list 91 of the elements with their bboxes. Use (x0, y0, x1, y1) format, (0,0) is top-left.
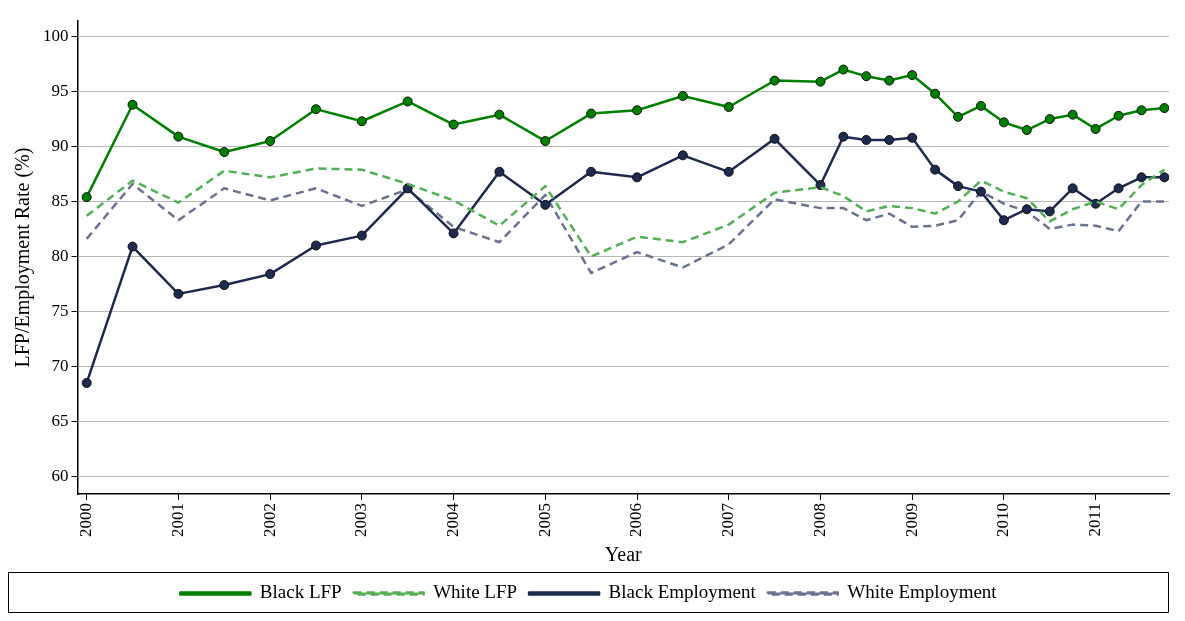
point (356, 230, 367, 241)
y-tick-label: 75 (51, 300, 69, 320)
y-tick-label: 80 (51, 245, 69, 265)
point (677, 150, 688, 161)
point (1067, 183, 1078, 194)
legend-label: Black LFP (259, 581, 342, 603)
point (448, 119, 459, 130)
legend-label: Black Employment (608, 581, 757, 603)
y-tick-label: 70 (51, 355, 69, 375)
point (219, 147, 230, 158)
point (632, 105, 643, 116)
x-tick-label: 2009 (901, 503, 921, 537)
point (265, 136, 276, 147)
y-tick-label: 65 (51, 410, 69, 430)
point (402, 183, 413, 194)
point (310, 104, 321, 115)
point (448, 228, 459, 239)
point (975, 100, 986, 111)
point (127, 99, 138, 110)
legend-label: White LFP (433, 581, 518, 603)
point (310, 240, 321, 251)
x-tick-label: 2001 (167, 503, 187, 537)
point (884, 134, 895, 145)
point (907, 132, 918, 143)
x-tick-label: 2003 (351, 503, 371, 537)
point (1067, 109, 1078, 120)
y-tick-label: 100 (43, 26, 69, 46)
point (1021, 125, 1032, 136)
point (540, 199, 551, 210)
point (884, 75, 895, 86)
point (173, 288, 184, 299)
point (907, 70, 918, 81)
point (81, 377, 92, 388)
point (1044, 206, 1055, 217)
point (975, 186, 986, 197)
x-tick-label: 2000 (76, 503, 96, 537)
point (998, 117, 1009, 128)
point (723, 166, 734, 177)
point (998, 215, 1009, 226)
x-tick-label: 2011 (1085, 503, 1105, 537)
point (1113, 183, 1124, 194)
point (838, 64, 849, 75)
point (861, 71, 872, 82)
line-series (85, 182, 1166, 275)
point (769, 75, 780, 86)
x-tick-label: 2006 (626, 503, 646, 537)
y-tick-label: 90 (51, 136, 69, 156)
point (1113, 110, 1124, 121)
x-tick-label: 2002 (259, 503, 279, 537)
legend-label: White Employment (847, 581, 998, 603)
point (586, 108, 597, 119)
point (632, 172, 643, 183)
point (356, 116, 367, 127)
point (953, 181, 964, 192)
x-tick-label: 2010 (993, 503, 1013, 537)
point (769, 133, 780, 144)
y-tick-label: 85 (51, 190, 69, 210)
x-tick-label: 2008 (809, 503, 829, 537)
point (173, 131, 184, 142)
point (586, 166, 597, 177)
point (265, 269, 276, 280)
x-tick-label: 2004 (443, 502, 463, 537)
point (953, 111, 964, 122)
point (861, 134, 872, 145)
point (1044, 114, 1055, 125)
point (677, 90, 688, 101)
point (540, 136, 551, 147)
point (815, 76, 826, 87)
point (930, 88, 941, 99)
point (1136, 105, 1147, 116)
point (127, 241, 138, 252)
point (402, 96, 413, 107)
x-tick-label: 2005 (534, 503, 554, 537)
point (494, 109, 505, 120)
point (838, 131, 849, 142)
point (494, 166, 505, 177)
y-axis-title: LFP/Employment Rate (%) (11, 147, 35, 368)
y-tick-label: 95 (51, 81, 69, 101)
point (81, 192, 92, 203)
point (1021, 204, 1032, 215)
point (723, 101, 734, 112)
point (1159, 103, 1169, 114)
point (1136, 172, 1147, 183)
point (219, 280, 230, 291)
point (1159, 172, 1169, 183)
x-tick-label: 2007 (718, 502, 738, 537)
point (1090, 123, 1101, 134)
x-axis-title: Year (604, 543, 643, 566)
line-series (85, 167, 1166, 258)
y-tick-label: 60 (51, 465, 69, 485)
point (930, 164, 941, 175)
